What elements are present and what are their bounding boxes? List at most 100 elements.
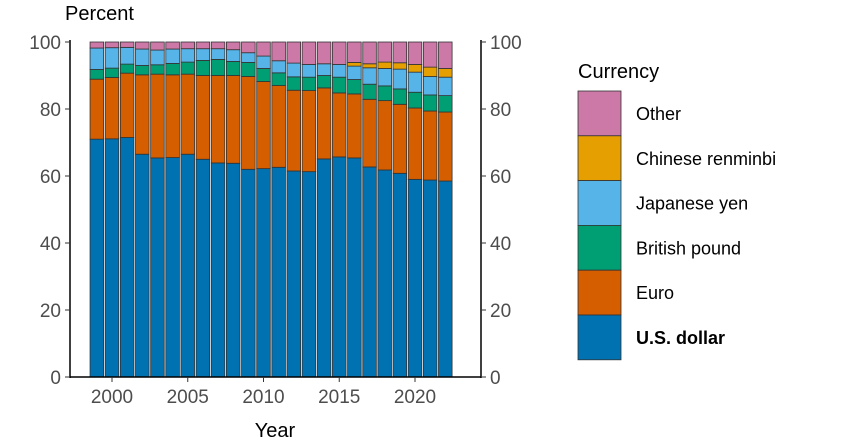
bar-chinese-renminbi-2016 xyxy=(347,62,362,67)
bar-british-pound-2012 xyxy=(286,76,302,91)
bar-u-s-dollar-1999 xyxy=(89,138,105,378)
bar-u-s-dollar-2008 xyxy=(225,162,241,378)
bar-japanese-yen-2003 xyxy=(150,49,165,66)
bar-other-2018 xyxy=(377,41,392,63)
y-axis-label: Percent xyxy=(65,3,134,25)
y-tick-label-right: 60 xyxy=(490,167,511,188)
bar-euro-2011 xyxy=(271,85,286,168)
bar-japanese-yen-2005 xyxy=(180,48,195,63)
bar-u-s-dollar-2018 xyxy=(377,169,392,378)
bar-british-pound-2013 xyxy=(301,76,317,91)
legend-label: British pound xyxy=(636,238,741,258)
bar-chinese-renminbi-2018 xyxy=(377,61,392,69)
legend-title: Currency xyxy=(578,61,659,83)
legend-key-other xyxy=(577,90,622,137)
bar-u-s-dollar-2015 xyxy=(332,156,347,378)
bar-u-s-dollar-2021 xyxy=(422,179,438,378)
bar-japanese-yen-2009 xyxy=(241,52,256,63)
bar-japanese-yen-2012 xyxy=(286,62,302,78)
bar-british-pound-2020 xyxy=(407,91,423,109)
bar-british-pound-2004 xyxy=(165,63,180,76)
y-tick-label-left: 100 xyxy=(29,33,61,54)
bar-other-2006 xyxy=(195,41,211,50)
bar-u-s-dollar-2006 xyxy=(195,158,211,378)
y-tick-label-left: 0 xyxy=(50,368,61,389)
bar-u-s-dollar-2019 xyxy=(392,172,408,378)
y-tick-label-left: 60 xyxy=(40,167,61,188)
bar-british-pound-2003 xyxy=(150,64,165,75)
legend-label: U.S. dollar xyxy=(636,328,725,348)
bar-euro-2017 xyxy=(362,98,377,168)
legend-key-british-pound xyxy=(577,224,622,271)
bar-japanese-yen-2018 xyxy=(377,68,392,87)
bar-british-pound-2015 xyxy=(332,76,347,94)
bar-euro-2000 xyxy=(104,77,120,140)
bar-british-pound-2006 xyxy=(195,60,211,76)
bar-british-pound-2017 xyxy=(362,83,377,100)
bar-japanese-yen-2020 xyxy=(407,71,423,93)
bar-british-pound-2018 xyxy=(377,85,392,102)
bar-japanese-yen-2014 xyxy=(316,63,332,76)
bar-japanese-yen-2001 xyxy=(119,46,135,65)
bar-british-pound-2022 xyxy=(438,95,453,113)
y-tick-label-right: 80 xyxy=(490,100,511,121)
bar-british-pound-2016 xyxy=(347,79,362,95)
bar-other-2012 xyxy=(286,41,302,64)
y-tick-label-right: 0 xyxy=(490,368,501,389)
bar-other-2001 xyxy=(119,41,135,48)
bar-euro-2020 xyxy=(407,107,423,180)
bar-british-pound-2005 xyxy=(180,61,195,75)
x-tick-label: 2020 xyxy=(394,387,436,408)
bar-japanese-yen-2015 xyxy=(332,64,347,78)
bar-british-pound-2007 xyxy=(210,59,226,76)
bar-chinese-renminbi-2017 xyxy=(362,63,377,69)
legend-label: Japanese yen xyxy=(636,194,748,214)
bar-euro-2002 xyxy=(135,74,150,155)
bar-other-2003 xyxy=(150,41,165,51)
bar-japanese-yen-2016 xyxy=(347,65,362,80)
legend-key-euro xyxy=(577,269,622,316)
bar-other-2016 xyxy=(347,41,362,63)
bar-other-2005 xyxy=(180,41,195,50)
bar-euro-2018 xyxy=(377,100,392,171)
bar-japanese-yen-1999 xyxy=(89,47,105,70)
bar-u-s-dollar-2004 xyxy=(165,157,180,378)
bar-other-2014 xyxy=(316,41,332,65)
bar-other-2000 xyxy=(104,41,120,49)
bar-euro-2005 xyxy=(180,73,195,155)
bar-other-2007 xyxy=(210,41,226,50)
bar-euro-2008 xyxy=(225,75,241,164)
x-tick-label: 2000 xyxy=(91,387,133,408)
legend-label: Euro xyxy=(636,283,674,303)
bar-british-pound-2008 xyxy=(225,61,241,76)
bar-british-pound-2011 xyxy=(271,72,286,86)
bar-other-2009 xyxy=(241,41,256,54)
bar-japanese-yen-2007 xyxy=(210,48,226,60)
bar-japanese-yen-2017 xyxy=(362,67,377,85)
bar-euro-2014 xyxy=(316,87,332,160)
bar-u-s-dollar-2014 xyxy=(316,158,332,378)
legend-key-japanese-yen xyxy=(577,180,622,226)
bar-japanese-yen-2002 xyxy=(135,48,150,66)
x-tick-label: 2010 xyxy=(242,387,284,408)
bar-other-2010 xyxy=(256,41,271,57)
bar-japanese-yen-2021 xyxy=(422,76,438,96)
bar-u-s-dollar-2003 xyxy=(150,157,165,378)
y-tick-label-right: 20 xyxy=(490,301,511,322)
legend-key-chinese-renminbi xyxy=(577,135,622,182)
legend-label: Chinese renminbi xyxy=(636,149,776,169)
bar-japanese-yen-2013 xyxy=(301,64,317,78)
x-tick-label: 2005 xyxy=(167,387,209,408)
bar-british-pound-2002 xyxy=(135,65,150,76)
legend: Other Chinese renminbi Japanese yen British… xyxy=(577,90,776,361)
bar-other-2002 xyxy=(135,41,150,50)
bar-british-pound-2010 xyxy=(256,68,271,82)
bar-other-2008 xyxy=(225,41,241,51)
bar-u-s-dollar-2009 xyxy=(241,168,256,378)
bar-other-2004 xyxy=(165,41,180,50)
bar-u-s-dollar-2007 xyxy=(210,162,226,378)
bar-british-pound-2021 xyxy=(422,94,438,112)
bar-british-pound-2019 xyxy=(392,88,408,105)
